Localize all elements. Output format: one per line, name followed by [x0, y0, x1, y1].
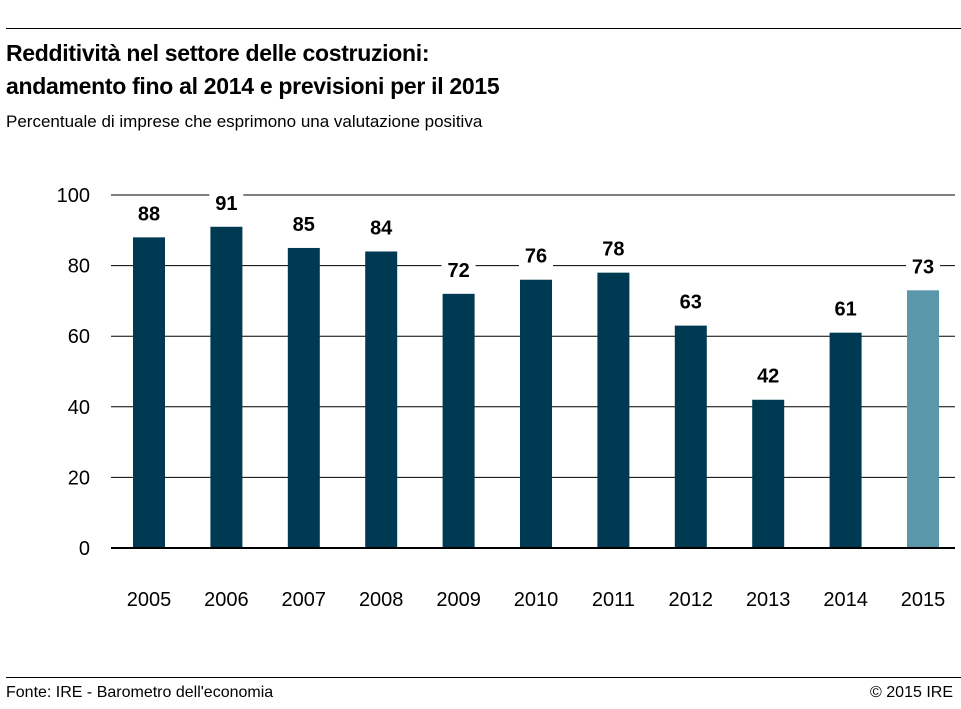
value-label-background — [519, 243, 553, 268]
chart-title-line-1: Redditività nel settore delle costruzion… — [6, 40, 430, 66]
x-tick-label: 2006 — [204, 589, 249, 611]
x-tick-label: 2009 — [436, 589, 481, 611]
y-tick-label: 100 — [57, 185, 90, 207]
bar — [442, 293, 475, 547]
y-tick-label: 60 — [68, 326, 90, 348]
value-label-background — [132, 201, 166, 226]
y-tick-label: 80 — [68, 256, 90, 278]
x-tick-label: 2012 — [669, 589, 714, 611]
x-tick-label: 2011 — [592, 589, 635, 611]
x-tick-label: 2014 — [823, 589, 868, 611]
value-label-background — [441, 257, 476, 282]
chart-subtitle: Percentuale di imprese che esprimono una… — [6, 112, 483, 131]
bar-value-label: 91 — [215, 193, 237, 215]
value-label-background — [364, 215, 399, 240]
bar-value-label: 76 — [525, 246, 547, 268]
chart-title: Redditività nel settore delle costruzion… — [6, 37, 906, 103]
copyright-note: © 2015 IRE — [870, 684, 953, 701]
x-tick-label: 2013 — [746, 589, 791, 611]
bar-forecast — [907, 290, 939, 547]
y-tick-label: 20 — [68, 467, 90, 489]
bar-value-label: 73 — [912, 256, 934, 278]
value-label-background — [596, 236, 631, 261]
bar — [829, 332, 862, 547]
bar-value-label: 72 — [447, 260, 469, 282]
bar-value-label: 88 — [138, 203, 160, 225]
bar — [674, 325, 707, 547]
value-label-background — [673, 289, 708, 314]
x-tick-label: 2015 — [901, 589, 946, 611]
bar — [597, 272, 630, 547]
bar — [133, 237, 165, 548]
x-tick-label: 2008 — [359, 589, 404, 611]
bar-value-label: 61 — [834, 299, 856, 321]
bar — [520, 279, 552, 547]
bar — [287, 247, 320, 547]
top-rule — [6, 28, 961, 29]
bar — [365, 251, 398, 548]
value-label-background — [286, 211, 321, 236]
x-tick-label: 2007 — [282, 589, 327, 611]
value-label-background — [906, 254, 940, 279]
chart-title-line-2: andamento fino al 2014 e previsioni per … — [6, 73, 500, 99]
value-label-background — [209, 190, 244, 215]
source-note: Fonte: IRE - Barometro dell'economia — [6, 684, 274, 701]
y-tick-label: 40 — [68, 397, 90, 419]
value-label-background — [751, 363, 786, 388]
bar-value-label: 42 — [757, 366, 779, 388]
x-tick-label: 2005 — [127, 589, 172, 611]
bar — [752, 399, 785, 547]
bar-value-label: 85 — [293, 214, 315, 236]
value-label-background — [828, 296, 863, 321]
bottom-rule — [6, 677, 961, 678]
bar-value-label: 78 — [602, 239, 624, 261]
x-tick-label: 2010 — [514, 589, 559, 611]
bar-value-label: 84 — [370, 217, 393, 239]
bar — [210, 226, 243, 547]
bar-value-label: 63 — [680, 292, 702, 314]
y-tick-label: 0 — [79, 538, 90, 560]
